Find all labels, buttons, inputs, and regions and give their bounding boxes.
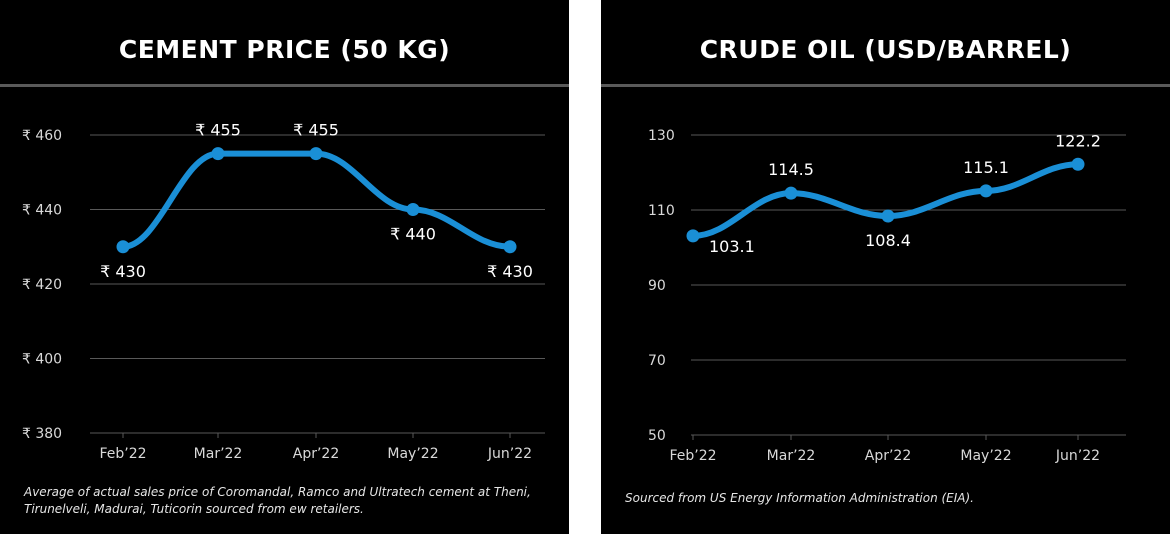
data-label: 108.4	[865, 231, 911, 250]
data-label: 114.5	[768, 160, 814, 179]
y-tick-label: 130	[648, 128, 675, 144]
cement-price-chart: ₹ 460 ₹ 440 ₹ 420 ₹ 400 ₹ 380 Feb’22 Mar’22 Apr…	[22, 121, 545, 462]
chart-title: CRUDE OIL (USD/BARREL)	[699, 35, 1072, 64]
x-tick-label: Apr’22	[293, 446, 339, 462]
y-tick-label: ₹ 380	[22, 426, 62, 442]
chart-title: CEMENT PRICE (50 KG)	[118, 35, 451, 64]
y-tick-label: 50	[648, 428, 666, 444]
x-tick-label: Mar’22	[767, 448, 816, 464]
x-tick-label: Apr’22	[865, 448, 911, 464]
y-tick-label: 70	[648, 353, 666, 369]
x-tick-label: Mar’22	[194, 446, 243, 462]
data-label: 103.1	[709, 237, 755, 256]
y-tick-label: 110	[648, 203, 675, 219]
data-point	[881, 209, 895, 223]
data-point	[503, 240, 517, 254]
series-line	[690, 161, 1081, 239]
x-tick-label: May’22	[387, 446, 438, 462]
cement-price-panel: CEMENT PRICE (50 KG) ₹ 460 ₹ 440 ₹ 420 ₹ 40…	[0, 0, 569, 534]
data-label: ₹ 455	[293, 121, 339, 140]
data-label: ₹ 455	[195, 121, 241, 140]
y-tick-label: ₹ 460	[22, 128, 62, 144]
y-tick-label: ₹ 440	[22, 203, 62, 219]
data-point	[309, 147, 323, 161]
y-tick-label: ₹ 420	[22, 277, 62, 293]
x-tick-label: Feb’22	[99, 446, 146, 462]
y-tick-label: ₹ 400	[22, 352, 62, 368]
data-point	[211, 147, 225, 161]
series-line	[120, 150, 513, 250]
data-label: ₹ 430	[100, 262, 146, 281]
data-point	[784, 186, 798, 200]
crude-oil-panel: CRUDE OIL (USD/BARREL) 130 110 90 70 50 Feb’2…	[601, 0, 1170, 534]
data-label: 115.1	[963, 158, 1009, 177]
x-tick-label: Jun’22	[487, 446, 532, 462]
data-point	[406, 203, 420, 216]
data-point	[686, 229, 700, 243]
chart-footnote: Average of actual sales price of Coroman…	[24, 485, 531, 516]
data-point	[1071, 157, 1085, 171]
data-label: ₹ 430	[487, 262, 533, 281]
data-label: 122.2	[1055, 131, 1101, 150]
data-point	[116, 240, 130, 254]
y-tick-label: 90	[648, 278, 666, 294]
data-label: ₹ 440	[390, 225, 436, 244]
title-divider	[601, 84, 1170, 87]
x-tick-label: May’22	[960, 448, 1011, 464]
chart-footnote: Sourced from US Energy Information Admin…	[625, 491, 974, 505]
x-tick-label: Jun’22	[1055, 448, 1100, 464]
data-point	[979, 184, 993, 198]
title-divider	[0, 84, 569, 87]
x-tick-label: Feb’22	[669, 448, 716, 464]
